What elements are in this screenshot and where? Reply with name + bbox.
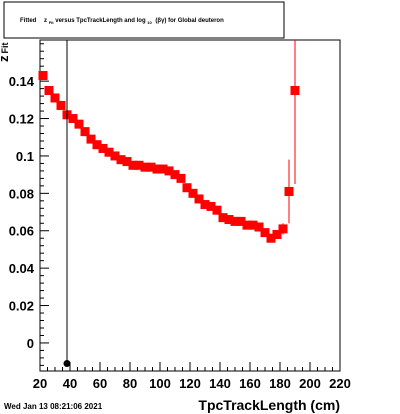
data-point (170, 170, 180, 180)
data-point (248, 220, 258, 230)
y-tick-label: 0.08 (9, 186, 34, 201)
data-point (278, 224, 288, 234)
data-point (242, 220, 252, 230)
data-point (116, 155, 126, 165)
data-point (80, 127, 90, 137)
data-point (218, 213, 228, 223)
x-tick-label: 160 (239, 376, 261, 391)
y-tick-label: 0 (27, 336, 34, 351)
x-axis-label: TpcTrackLength (cm) (198, 397, 340, 413)
data-point (44, 85, 54, 95)
y-tick-label: 0.06 (9, 224, 34, 239)
data-point (74, 119, 84, 129)
data-point (194, 194, 204, 204)
data-point (68, 114, 78, 124)
data-point (254, 222, 264, 232)
x-tick-label: 20 (33, 376, 47, 391)
data-point (104, 147, 114, 157)
y-tick-label: 0.14 (9, 74, 35, 89)
data-point (56, 100, 66, 110)
data-point (164, 166, 174, 176)
data-point (260, 228, 270, 238)
data-point (38, 71, 48, 81)
x-tick-label: 180 (269, 376, 291, 391)
data-point (290, 85, 300, 95)
marker-point (63, 360, 71, 368)
data-point (92, 140, 102, 150)
data-marks (38, 40, 300, 368)
x-tick-label: 60 (93, 376, 107, 391)
data-point (200, 200, 210, 210)
y-tick-label: 0.1 (16, 149, 34, 164)
data-point (266, 233, 276, 243)
x-tick-label: 200 (299, 376, 321, 391)
x-tick-label: 100 (149, 376, 171, 391)
data-point (134, 160, 144, 170)
chart-title: Fitted z Fit versus TpcTrackLength and l… (20, 18, 224, 26)
y-tick-label: 0.04 (9, 261, 35, 276)
data-point (224, 215, 234, 225)
title-frame (3, 1, 285, 39)
data-point (128, 160, 138, 170)
data-point (98, 143, 108, 153)
data-point (176, 173, 186, 183)
data-point (152, 164, 162, 174)
data-point (230, 216, 240, 226)
data-point (158, 164, 168, 174)
data-point (86, 134, 96, 144)
x-tick-label: 220 (329, 376, 351, 391)
x-tick-label: 140 (209, 376, 231, 391)
data-point (140, 162, 150, 172)
axes: 20 40 60 80 100 120 140 160 180 200 220 0 0.02 0.04 0.… (9, 43, 351, 391)
data-point (122, 157, 132, 167)
plot-frame (39, 39, 341, 372)
timestamp: Wed Jan 13 08:21:06 2021 (4, 402, 103, 411)
data-point (110, 151, 120, 161)
data-point (212, 205, 222, 215)
x-tick-label: 120 (179, 376, 201, 391)
y-tick-label: 0.02 (9, 299, 34, 314)
data-point (272, 229, 282, 239)
data-point (182, 183, 192, 193)
x-tick-label: 80 (123, 376, 137, 391)
y-tick-label: 0.12 (9, 112, 34, 127)
data-point (188, 188, 198, 198)
data-point (236, 216, 246, 226)
data-point (284, 186, 294, 196)
data-point (146, 162, 156, 172)
title-box: Fitted z Fit versus TpcTrackLength and l… (3, 1, 285, 39)
x-tick-label: 40 (63, 376, 77, 391)
data-point (206, 201, 216, 211)
data-point (50, 93, 60, 103)
